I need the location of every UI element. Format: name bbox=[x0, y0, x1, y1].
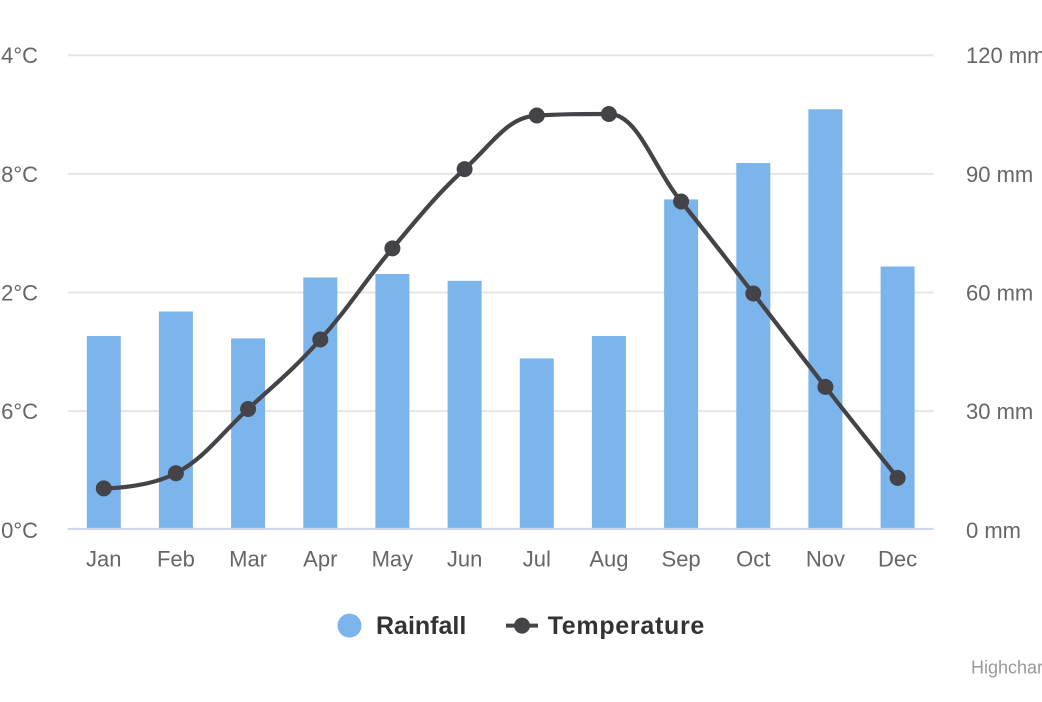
svg-text:30 mm: 30 mm bbox=[966, 399, 1033, 424]
svg-text:18°C: 18°C bbox=[0, 162, 38, 187]
svg-text:12°C: 12°C bbox=[0, 281, 38, 306]
svg-text:0°C: 0°C bbox=[1, 518, 38, 543]
svg-text:90 mm: 90 mm bbox=[966, 162, 1033, 187]
svg-text:0 mm: 0 mm bbox=[966, 518, 1021, 543]
svg-text:Feb: Feb bbox=[157, 546, 195, 571]
svg-text:Aug: Aug bbox=[589, 546, 628, 571]
svg-text:Jul: Jul bbox=[523, 546, 551, 571]
svg-text:Jun: Jun bbox=[447, 546, 482, 571]
svg-text:Highcharts.com: Highcharts.com bbox=[971, 658, 1042, 678]
svg-text:Apr: Apr bbox=[303, 546, 337, 571]
svg-text:Nov: Nov bbox=[806, 546, 845, 571]
svg-text:60 mm: 60 mm bbox=[966, 281, 1033, 306]
svg-text:Jan: Jan bbox=[86, 546, 121, 571]
svg-text:Temperature: Temperature bbox=[548, 612, 705, 640]
svg-text:Sep: Sep bbox=[662, 546, 701, 571]
svg-text:Oct: Oct bbox=[736, 546, 770, 571]
svg-text:Dec: Dec bbox=[878, 546, 917, 571]
svg-text:May: May bbox=[372, 546, 414, 571]
svg-text:Mar: Mar bbox=[229, 546, 267, 571]
svg-text:6°C: 6°C bbox=[1, 399, 38, 424]
svg-text:Rainfall: Rainfall bbox=[376, 612, 466, 640]
svg-text:24°C: 24°C bbox=[0, 43, 38, 68]
svg-text:120 mm: 120 mm bbox=[966, 43, 1042, 68]
